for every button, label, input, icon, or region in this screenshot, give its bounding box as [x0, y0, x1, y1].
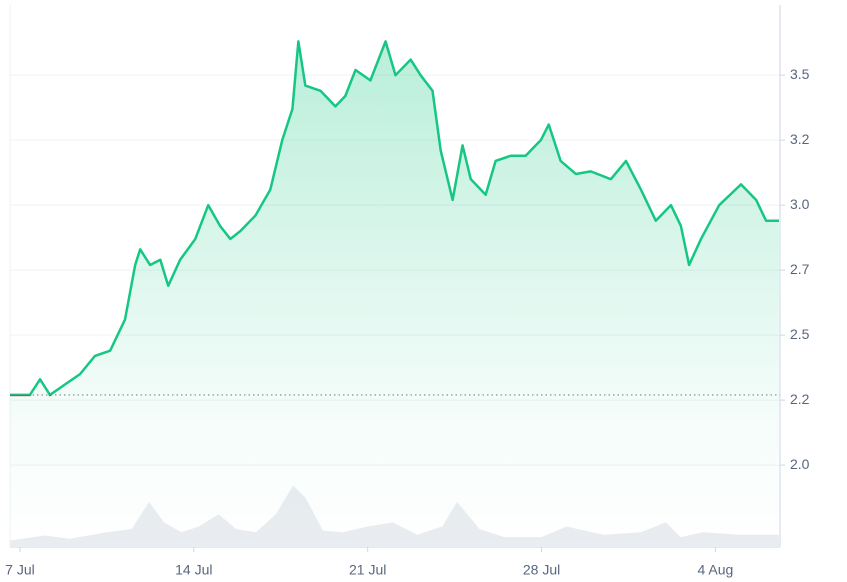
x-tick-label: 4 Aug	[698, 562, 734, 578]
x-tick-label: 28 Jul	[523, 562, 560, 578]
y-tick-label: 2.2	[790, 391, 810, 407]
price-area	[10, 41, 780, 548]
y-tick-label: 2.7	[790, 261, 810, 277]
y-tick-label: 3.5	[790, 66, 810, 82]
y-tick-label: 3.0	[790, 196, 810, 212]
y-tick-label: 2.5	[790, 326, 810, 342]
price-line	[10, 40, 780, 397]
y-tick-label: 3.2	[790, 131, 810, 147]
x-tick-label: 21 Jul	[349, 562, 386, 578]
x-tick-label: 7 Jul	[5, 562, 35, 578]
x-tick-label: 14 Jul	[175, 562, 212, 578]
y-tick-label: 2.0	[790, 456, 810, 472]
